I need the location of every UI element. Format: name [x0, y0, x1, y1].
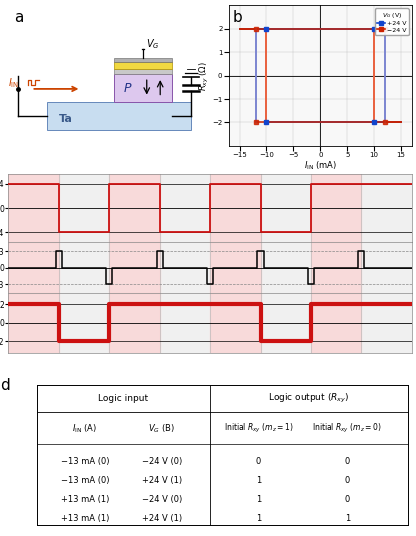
Text: 1: 1: [344, 513, 350, 523]
Text: +13 mA (1): +13 mA (1): [61, 495, 109, 504]
Bar: [47, 102, 191, 130]
Text: $V_G$ (B): $V_G$ (B): [148, 422, 175, 435]
Legend: +24 V, −24 V: +24 V, −24 V: [375, 9, 409, 35]
Text: −13 mA (0): −13 mA (0): [61, 476, 109, 485]
Text: Logic input: Logic input: [98, 394, 149, 403]
Bar: [109, 242, 160, 293]
Text: Ta: Ta: [59, 114, 73, 124]
Text: +24 V (1): +24 V (1): [141, 513, 182, 523]
Text: $I_{\mathrm{IN}}$ (A): $I_{\mathrm{IN}}$ (A): [72, 422, 97, 435]
Text: P: P: [124, 83, 131, 95]
Text: a: a: [14, 10, 23, 25]
Bar: [210, 174, 260, 242]
Bar: [311, 293, 362, 353]
Y-axis label: $R_{xy}$ (Ω): $R_{xy}$ (Ω): [198, 61, 211, 91]
Text: Initial $R_{xy}$ ($m_z = 0$): Initial $R_{xy}$ ($m_z = 0$): [312, 422, 382, 435]
Bar: [8, 293, 59, 353]
Text: Logic output ($R_{xy}$): Logic output ($R_{xy}$): [268, 392, 349, 405]
Bar: [8, 174, 59, 242]
Text: 0: 0: [344, 457, 350, 466]
Text: 1: 1: [256, 513, 261, 523]
Bar: [210, 293, 260, 353]
Bar: [114, 58, 172, 62]
Bar: [311, 174, 362, 242]
Text: +13 mA (1): +13 mA (1): [61, 513, 109, 523]
Text: $I_{\mathrm{IN}}$: $I_{\mathrm{IN}}$: [8, 77, 20, 91]
Text: −24 V (0): −24 V (0): [141, 495, 182, 504]
Text: b: b: [233, 10, 242, 25]
Text: Initial $R_{xy}$ ($m_z = 1$): Initial $R_{xy}$ ($m_z = 1$): [223, 422, 293, 435]
Text: 1: 1: [256, 495, 261, 504]
Text: 0: 0: [344, 476, 350, 485]
Text: 0: 0: [256, 457, 261, 466]
Bar: [114, 69, 172, 74]
Bar: [8, 242, 59, 293]
Text: −24 V (0): −24 V (0): [141, 457, 182, 466]
Bar: [114, 74, 172, 102]
Bar: [311, 242, 362, 293]
X-axis label: $I_{\mathrm{IN}}$ (mA): $I_{\mathrm{IN}}$ (mA): [304, 160, 337, 172]
Text: 1: 1: [256, 476, 261, 485]
Bar: [109, 293, 160, 353]
Bar: [109, 174, 160, 242]
Bar: [210, 242, 260, 293]
Text: +24 V (1): +24 V (1): [141, 476, 182, 485]
Text: d: d: [0, 377, 10, 392]
Text: 0: 0: [344, 495, 350, 504]
Text: −13 mA (0): −13 mA (0): [61, 457, 109, 466]
Text: $V_G$: $V_G$: [146, 38, 159, 51]
Bar: [114, 62, 172, 69]
